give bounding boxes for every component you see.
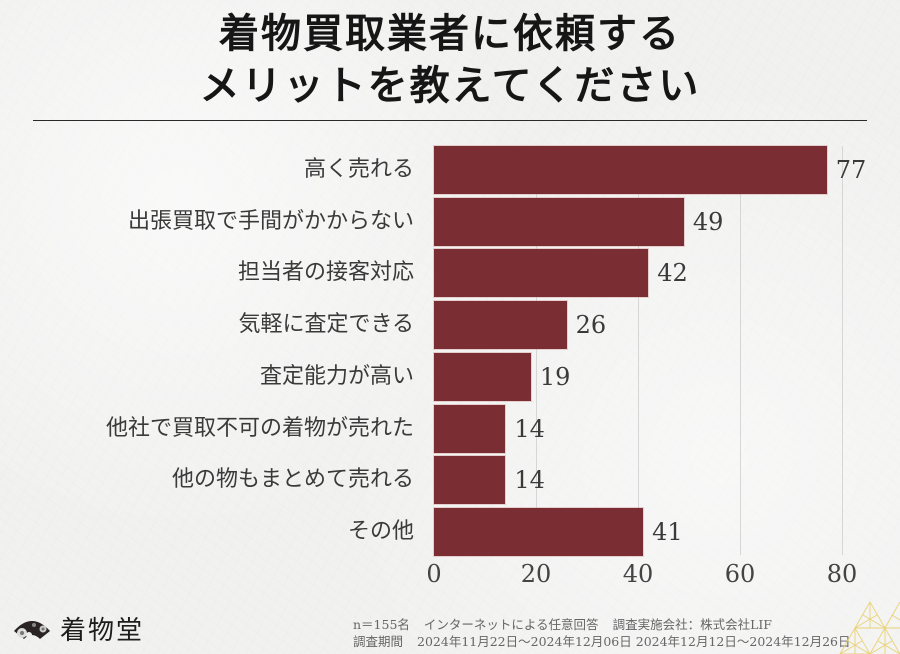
category-label: 査定能力が高い: [259, 363, 414, 389]
survey-method: インターネットによる任意回答: [423, 617, 599, 632]
value-label: 42: [657, 259, 688, 288]
fan-icon: [14, 621, 50, 639]
gridline: [740, 146, 741, 555]
bar: [434, 507, 644, 556]
bar: [434, 456, 506, 505]
category-label: 出張買取で手間がかからない: [127, 208, 414, 234]
category-label: その他: [347, 518, 414, 544]
survey-company: 調査実施会社：株式会社LIF: [612, 617, 772, 632]
chart-title: 着物買取業者に依頼する メリットを教えてください: [0, 8, 900, 112]
value-label: 77: [835, 156, 867, 184]
period-1: 2024年11月22日～2024年12月06日: [417, 634, 632, 649]
value-label: 14: [514, 414, 545, 443]
bar: [434, 352, 531, 401]
category-label: 他の物もまとめて売れる: [171, 467, 414, 493]
bar: [434, 146, 827, 194]
bar-row: 他社で買取不可の着物が売れた 14: [0, 404, 900, 453]
x-tick-label: 80: [826, 560, 858, 588]
bar-chart: 高く売れる 77 出張買取で手間がかからない 49 担当者の接客対応 42 気軽に査定できる…: [0, 146, 900, 588]
bar-row: 査定能力が高い 19: [0, 352, 900, 401]
value-label: 26: [575, 311, 607, 340]
survey-note-line2: 調査期間 2024年11月22日～2024年12月06日 2024年12月12日～…: [353, 631, 851, 650]
bar: [434, 197, 684, 246]
title-line-2: メリットを教えてください: [199, 62, 701, 109]
gridline: [842, 146, 843, 555]
category-label: 高く売れる: [303, 157, 414, 182]
bar-row: その他 41: [0, 507, 900, 556]
gridline: [536, 146, 537, 555]
x-tick-label: 40: [622, 560, 654, 588]
category-label: 他社で買取不可の着物が売れた: [105, 415, 414, 441]
value-label: 41: [652, 517, 683, 546]
gridline: [638, 146, 639, 555]
brand-logo: 着物堂: [10, 610, 144, 646]
asanoha-pattern-icon: [839, 601, 900, 654]
title-line-1: 着物買取業者に依頼する: [219, 10, 681, 57]
brand-name: 着物堂: [60, 615, 145, 646]
bar-row: 気軽に査定できる 26: [0, 301, 900, 350]
survey-note-line1: n＝155名 インターネットによる任意回答 調査実施会社：株式会社LIF: [353, 614, 772, 633]
bar-row: 担当者の接客対応 42: [0, 249, 900, 298]
value-label: 19: [539, 362, 571, 391]
category-label: 気軽に査定できる: [238, 312, 414, 338]
bar-row: 出張買取で手間がかからない 49: [0, 197, 900, 246]
period-label: 調査期間: [353, 634, 404, 649]
x-tick-label: 20: [520, 560, 552, 588]
x-tick-label: 60: [724, 560, 756, 588]
title-divider: [33, 120, 867, 121]
sample-size: n＝155名: [353, 617, 410, 632]
bar: [434, 249, 649, 298]
bar: [434, 404, 506, 453]
period-2: 2024年12月12日～2024年12月26日: [635, 634, 851, 649]
category-label: 担当者の接客対応: [237, 260, 414, 286]
x-tick-label: 0: [426, 560, 442, 588]
bar: [434, 301, 567, 350]
bar-row: 他の物もまとめて売れる 14: [0, 456, 900, 505]
value-label: 14: [514, 466, 545, 495]
bar-row: 高く売れる 77: [0, 146, 900, 194]
value-label: 49: [692, 207, 724, 236]
